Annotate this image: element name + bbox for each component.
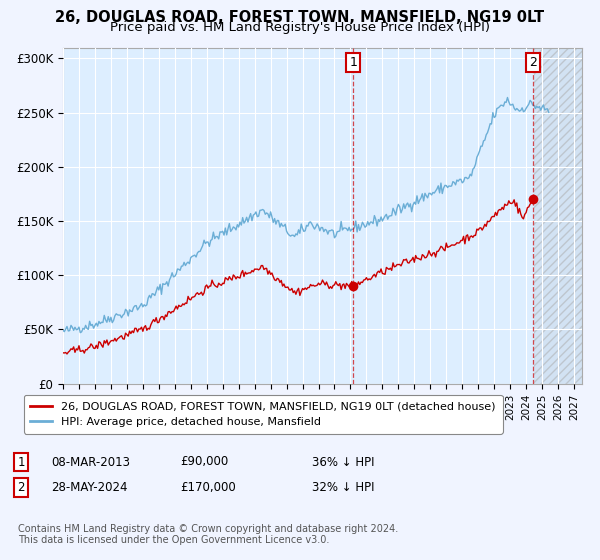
Text: 26, DOUGLAS ROAD, FOREST TOWN, MANSFIELD, NG19 0LT: 26, DOUGLAS ROAD, FOREST TOWN, MANSFIELD…: [55, 10, 545, 25]
Text: 1: 1: [17, 455, 25, 469]
Text: 32% ↓ HPI: 32% ↓ HPI: [312, 480, 374, 494]
Text: Price paid vs. HM Land Registry's House Price Index (HPI): Price paid vs. HM Land Registry's House …: [110, 21, 490, 34]
Text: 28-MAY-2024: 28-MAY-2024: [51, 480, 128, 494]
Text: 2: 2: [17, 480, 25, 494]
Text: Contains HM Land Registry data © Crown copyright and database right 2024.
This d: Contains HM Land Registry data © Crown c…: [18, 524, 398, 545]
Text: £90,000: £90,000: [180, 455, 228, 469]
Legend: 26, DOUGLAS ROAD, FOREST TOWN, MANSFIELD, NG19 0LT (detached house), HPI: Averag: 26, DOUGLAS ROAD, FOREST TOWN, MANSFIELD…: [23, 395, 503, 433]
Bar: [534, 48, 582, 384]
Text: 1: 1: [349, 56, 357, 69]
Text: 08-MAR-2013: 08-MAR-2013: [51, 455, 130, 469]
Text: 36% ↓ HPI: 36% ↓ HPI: [312, 455, 374, 469]
Text: 2: 2: [529, 56, 536, 69]
Text: £170,000: £170,000: [180, 480, 236, 494]
